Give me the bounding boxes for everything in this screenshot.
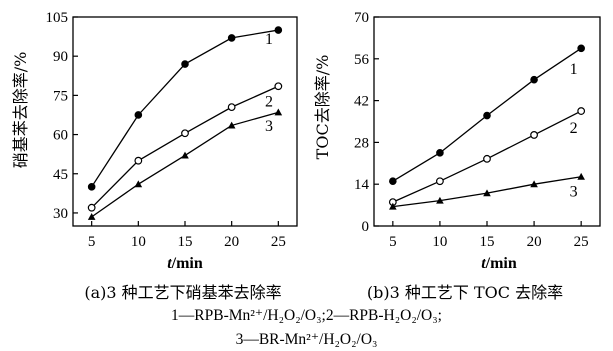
panel-a-xlabel: t/min [167, 255, 203, 272]
panel-b-ytick-label: 56 [354, 52, 370, 68]
panel-b-ytick-label: 0 [362, 219, 370, 235]
panel-a-series-3-label: 3 [265, 118, 273, 135]
panel-b-series-3-label: 3 [570, 183, 578, 200]
panel-b-series-3-point [389, 202, 397, 210]
panel-b-series-1-point [389, 177, 397, 186]
panel-b-series-2-point [530, 131, 538, 139]
panel-a-ytick-label: 90 [53, 49, 68, 65]
panel-b-xtick-label: 15 [480, 234, 495, 250]
panel-a-series-3-point [134, 180, 143, 188]
panel-b-series-3-point [436, 196, 444, 204]
panel-a-ytick-label: 45 [53, 167, 68, 183]
panel-a-ytick-label: 105 [46, 10, 69, 26]
panel-a-xtick-label: 5 [88, 234, 96, 250]
panel-a-ytick-label: 60 [53, 128, 68, 144]
panel-b-caption: (b)3 种工艺下 TOC 去除率 [367, 283, 563, 302]
panel-b-ytick-label: 70 [354, 10, 369, 26]
panel-a-ylabel: 硝基苯去除率/% [11, 52, 30, 169]
panel-a-ytick-label: 30 [53, 206, 68, 222]
panel-b-xlabel: t/min [481, 255, 517, 272]
panel-a-caption: (a)3 种工艺下硝基苯去除率 [84, 283, 281, 302]
panel-b-series-1-point [436, 149, 444, 157]
panel-b-toc: TOC去除率/% 0 14 28 42 56 70 5 10 15 20 25 1 2 3 t/min (… [313, 10, 601, 302]
panel-a-ytick-label: 75 [53, 88, 68, 104]
panel-a-nitrobenzene: 硝基苯去除率/% 30 45 60 75 90 105 5 10 15 20 25 1 2 3 t/min… [11, 10, 298, 302]
panel-b-xtick-label: 5 [389, 234, 397, 250]
panel-a-series-3-point [181, 151, 189, 159]
panel-a-plot-frame [72, 16, 298, 227]
panel-b-series-3-point [530, 180, 538, 188]
panel-b-series-2-point [577, 107, 586, 115]
panel-b-series-2-label: 2 [570, 120, 578, 137]
panel-b-ytick-label: 28 [354, 135, 369, 151]
panel-a-series-2-point [134, 156, 143, 165]
panel-b-series-1-point [530, 75, 538, 84]
panel-b-series-3-point [483, 189, 491, 197]
panel-b-series-1-label: 1 [570, 61, 578, 78]
panel-a-series-1-point [87, 183, 96, 191]
panel-b-ytick-label: 14 [354, 177, 370, 193]
panel-a-xtick-label: 10 [131, 234, 146, 250]
panel-b-xtick-label: 20 [527, 234, 542, 250]
panel-a-xtick-label: 20 [224, 234, 239, 250]
panel-a-xtick-label: 15 [178, 234, 193, 250]
panel-b-series-2-point [436, 177, 444, 186]
panel-a-series-2-point [181, 129, 189, 138]
panel-a-series-3-point [87, 213, 96, 220]
panel-a-series-2-label: 2 [265, 94, 273, 111]
panel-a-series-1-line [91, 29, 279, 188]
panel-a-series-2-point [87, 203, 96, 212]
panel-b-xtick-label: 10 [432, 234, 447, 250]
panel-b-ytick-label: 42 [354, 94, 369, 110]
panel-b-series-3-point [577, 172, 585, 180]
panel-a-xtick-label: 25 [271, 234, 286, 250]
legend-line-1: 1—RPB-Mn²⁺/H₂O₂/O₃;2—RPB-H₂O₂/O₃; [171, 307, 442, 324]
panel-a-series-3-point [227, 121, 236, 129]
panel-a-series-1-label: 1 [265, 31, 273, 48]
panel-a-series-1-point [134, 111, 143, 119]
legend-line-2: 3—BR-Mn²⁺/H₂O₂/O₃ [235, 331, 378, 348]
panel-a-series-3-line [91, 111, 279, 218]
panel-a-series-1-point [274, 26, 283, 34]
panel-a-series-3-point [274, 108, 283, 116]
panel-b-ylabel: TOC去除率/% [313, 55, 332, 160]
panel-b-series-1-point [483, 111, 491, 120]
panel-a-series-1-point [227, 34, 236, 42]
panel-b-xtick-label: 25 [574, 234, 589, 250]
panel-b-series-2-point [483, 154, 491, 163]
panel-a-series-2-line [91, 85, 279, 209]
panel-a-series-2-point [227, 103, 236, 112]
panel-b-series-1-point [577, 44, 585, 53]
panel-a-series-2-point [274, 82, 283, 91]
panel-a-series-1-point [181, 60, 189, 68]
